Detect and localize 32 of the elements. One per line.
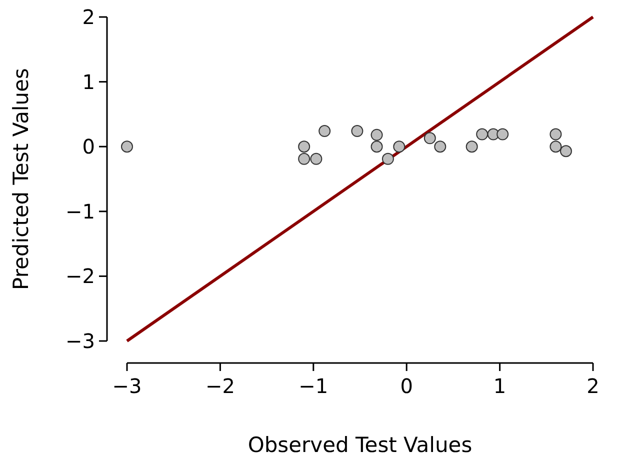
point: [351, 125, 364, 138]
y-axis-title: Predicted Test Values: [9, 68, 33, 290]
y-tick-label: 0: [82, 134, 95, 159]
y-tick-label: 2: [82, 5, 95, 29]
point: [496, 128, 509, 140]
point: [560, 145, 572, 158]
x-tick-label: 0: [400, 374, 413, 398]
point: [370, 128, 383, 141]
point: [382, 152, 394, 165]
point: [298, 140, 310, 153]
point: [466, 140, 478, 153]
x-tick-label: −2: [205, 374, 235, 398]
x-tick-label: 1: [493, 374, 506, 398]
y-tick-label: 1: [82, 70, 95, 94]
point: [550, 140, 562, 153]
x-tick-label: −1: [298, 374, 328, 398]
point: [476, 128, 488, 140]
point: [393, 140, 406, 153]
point: [318, 125, 331, 138]
x-tick-label: −3: [112, 374, 142, 398]
point: [434, 140, 446, 153]
point: [121, 140, 133, 153]
point: [550, 128, 562, 140]
y-tick-label: −2: [66, 264, 95, 288]
point: [310, 152, 322, 165]
y-tick-label: −1: [66, 199, 95, 224]
point: [298, 152, 310, 165]
x-axis-title: Observed Test Values: [248, 433, 472, 457]
x-tick-label: 2: [586, 374, 600, 398]
y-tick-label: −3: [66, 329, 95, 353]
point: [370, 140, 383, 153]
point: [424, 132, 436, 144]
